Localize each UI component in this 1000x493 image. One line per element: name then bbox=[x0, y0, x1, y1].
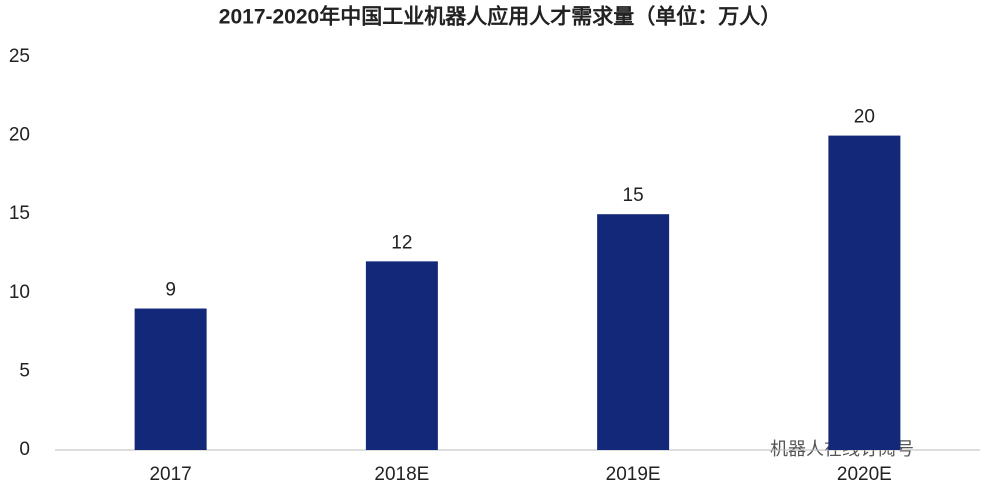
data-label: 9 bbox=[165, 280, 176, 301]
x-tick-label: 2019E bbox=[606, 464, 661, 485]
y-tick-label: 10 bbox=[9, 282, 30, 303]
bar bbox=[597, 214, 670, 450]
bar bbox=[134, 308, 207, 450]
y-tick-label: 0 bbox=[19, 439, 30, 460]
chart-title: 2017-2020年中国工业机器人应用人才需求量（单位：万人） bbox=[219, 5, 781, 29]
y-tick-label: 25 bbox=[9, 46, 30, 67]
y-tick-label: 20 bbox=[9, 125, 30, 146]
y-tick-label: 15 bbox=[9, 203, 30, 224]
data-label: 15 bbox=[623, 185, 644, 206]
bar bbox=[828, 135, 901, 450]
bar bbox=[365, 261, 438, 450]
data-label: 20 bbox=[854, 107, 875, 128]
x-tick-label: 2020E bbox=[837, 464, 892, 485]
x-tick-label: 2018E bbox=[374, 464, 429, 485]
data-label: 12 bbox=[391, 232, 412, 253]
y-tick-label: 5 bbox=[19, 360, 30, 381]
x-tick-label: 2017 bbox=[149, 464, 191, 485]
